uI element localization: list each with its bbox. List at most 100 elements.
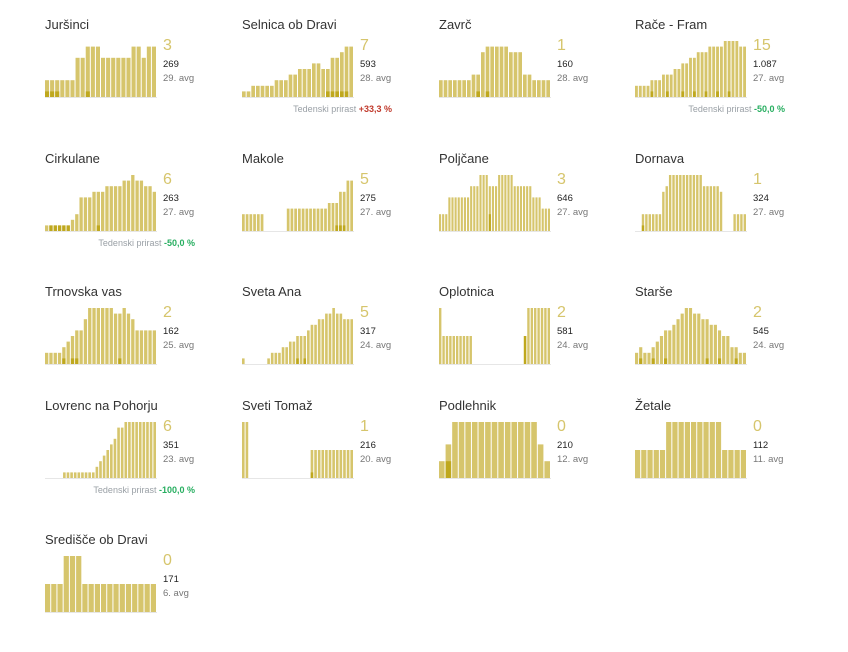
chart-bar xyxy=(662,191,665,231)
cases-bar-chart xyxy=(242,180,354,232)
chart-bar xyxy=(148,186,152,231)
chart-bar xyxy=(452,422,458,478)
chart-bar xyxy=(647,352,651,364)
chart-bar xyxy=(70,219,75,231)
chart-bar xyxy=(681,63,685,97)
chart-bar xyxy=(340,52,344,97)
chart-bar-highlight xyxy=(53,225,57,231)
chart-bar xyxy=(482,175,485,231)
chart-bar xyxy=(685,63,689,97)
chart-bar xyxy=(719,46,723,97)
chart-bar xyxy=(530,308,534,364)
chart-bar xyxy=(676,319,680,364)
chart-bar xyxy=(524,422,531,478)
chart-bar xyxy=(445,214,448,231)
municipality-name: Makole xyxy=(242,151,284,166)
cases-bar-chart xyxy=(45,556,157,613)
avg-label: 27. avg xyxy=(753,207,785,218)
chart-bar xyxy=(128,422,131,478)
avg-label: 24. avg xyxy=(753,340,785,351)
chart-bar xyxy=(511,422,518,478)
municipality-name: Juršinci xyxy=(45,17,90,32)
chart-bar xyxy=(485,175,488,231)
new-cases-count: 5 xyxy=(360,171,369,188)
chart-bar xyxy=(706,186,709,231)
avg-label: 27. avg xyxy=(360,207,392,218)
chart-bar xyxy=(307,330,310,364)
chart-bar xyxy=(439,80,443,97)
municipality-name: Središče ob Dravi xyxy=(45,532,148,547)
chart-bar xyxy=(303,336,307,364)
chart-bar-highlight xyxy=(651,358,655,364)
chart-bar xyxy=(124,422,128,478)
cases-bar-chart xyxy=(635,41,747,98)
chart-bar-highlight xyxy=(716,91,719,97)
chart-bar xyxy=(344,46,349,97)
chart-bar xyxy=(458,422,465,478)
chart-bar xyxy=(270,352,274,364)
chart-bar xyxy=(490,46,494,97)
chart-bar xyxy=(88,472,91,478)
avg-label: 24. avg xyxy=(557,340,589,351)
chart-bar-highlight xyxy=(664,358,668,364)
chart-bar xyxy=(662,74,665,97)
municipality-name: Žetale xyxy=(635,398,672,413)
chart-bar xyxy=(79,197,83,231)
cases-bar-chart xyxy=(242,308,354,365)
chart-bar xyxy=(75,330,79,364)
chart-bar xyxy=(532,80,536,97)
chart-bar xyxy=(309,208,312,231)
chart-bar xyxy=(466,336,469,364)
chart-bar xyxy=(260,214,264,231)
chart-bar xyxy=(462,80,466,97)
new-cases-count: 1 xyxy=(360,418,369,435)
cases-bar-chart xyxy=(439,175,551,232)
chart-bar xyxy=(118,186,122,231)
chart-bar xyxy=(90,46,95,97)
chart-bar-highlight xyxy=(335,225,339,231)
chart-bar xyxy=(96,308,100,364)
chart-bar xyxy=(335,313,339,364)
chart-bar xyxy=(459,336,462,364)
chart-bar xyxy=(452,336,455,364)
chart-bar xyxy=(654,80,658,97)
chart-bar xyxy=(335,203,339,231)
weekly-growth-value: -50,0 % xyxy=(753,104,785,114)
chart-bar xyxy=(79,330,83,364)
chart-bar xyxy=(279,80,283,97)
chart-bar-highlight xyxy=(705,358,709,364)
chart-bar xyxy=(316,63,321,97)
chart-bar xyxy=(149,422,153,478)
chart-bar xyxy=(659,450,666,478)
chart-bar xyxy=(467,197,470,231)
avg-label: 28. avg xyxy=(557,73,589,84)
municipality-card: Središče ob Dravi 0 171 6. avg xyxy=(45,532,235,652)
chart-bar xyxy=(740,450,746,478)
chart-bar xyxy=(734,347,738,364)
chart-bar xyxy=(294,208,297,231)
chart-bar xyxy=(534,308,537,364)
chart-bar xyxy=(242,422,245,478)
chart-bar xyxy=(321,69,325,97)
chart-bar xyxy=(135,422,138,478)
chart-bar xyxy=(285,347,288,364)
municipality-card: Zavrč 1 160 28. avg xyxy=(439,17,629,137)
chart-bar xyxy=(80,57,85,97)
municipality-name: Dornava xyxy=(635,151,685,166)
chart-bar xyxy=(125,584,132,612)
chart-bar xyxy=(672,324,676,364)
avg-label: 12. avg xyxy=(557,454,589,465)
chart-bar-highlight xyxy=(75,358,79,364)
chart-bar xyxy=(665,74,669,97)
avg-label: 24. avg xyxy=(360,340,392,351)
total-cases: 162 xyxy=(163,326,179,337)
chart-bar xyxy=(635,352,639,364)
chart-bar xyxy=(469,336,472,364)
chart-bar xyxy=(342,191,346,231)
chart-bar xyxy=(330,57,335,97)
chart-bar xyxy=(700,52,704,97)
chart-bar xyxy=(332,308,335,364)
municipality-card: Trnovska vas 2 162 25. avg xyxy=(45,284,235,404)
municipality-name: Zavrč xyxy=(439,17,472,32)
chart-bar xyxy=(312,208,316,231)
